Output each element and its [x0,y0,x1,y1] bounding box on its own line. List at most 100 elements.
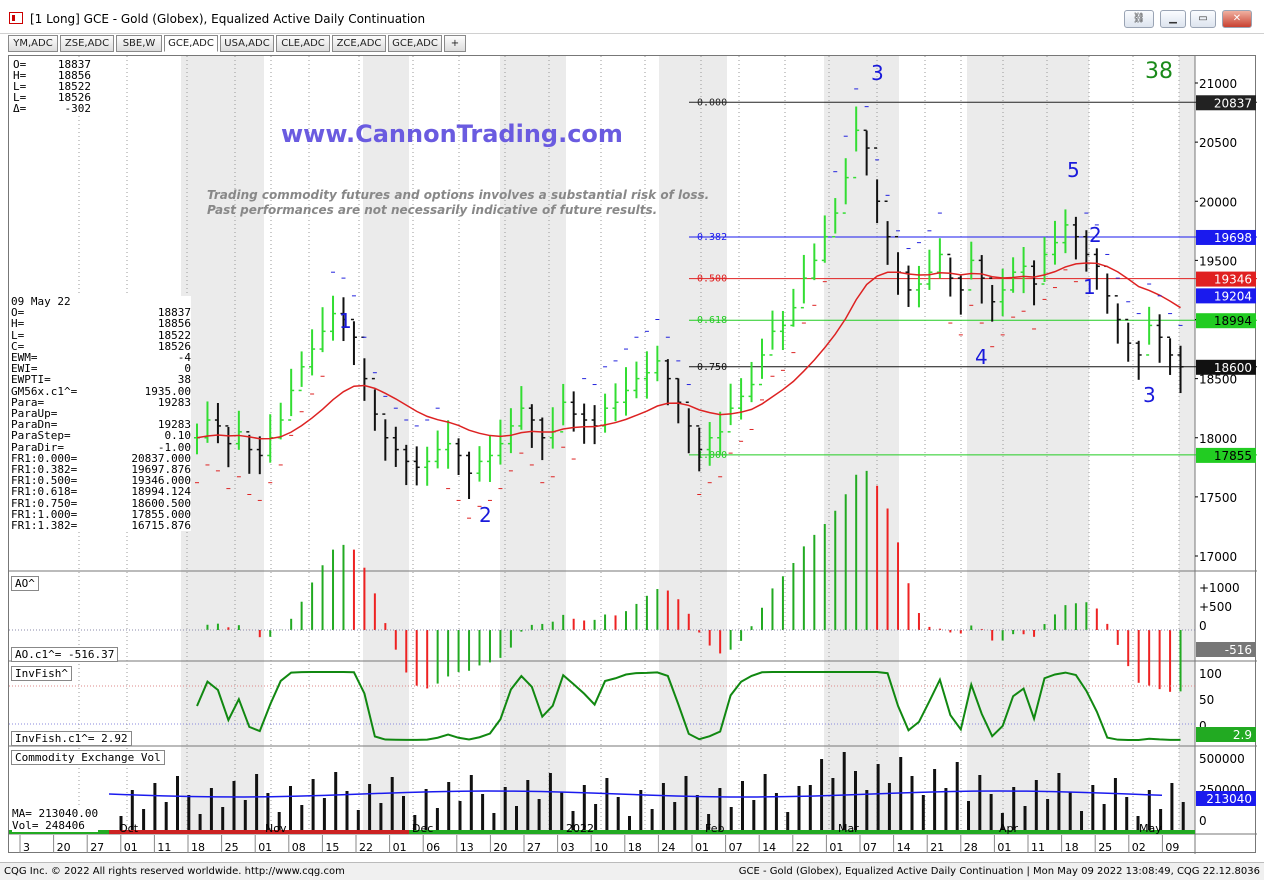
ohlc-row: Δ= -302 [13,102,91,115]
day-label: 03 [561,841,575,854]
price-box-label: 17855 [1214,449,1252,463]
volume-tick-label: 0 [1199,814,1207,828]
month-band [824,56,899,834]
counter-38: 38 [1145,59,1173,84]
date-axis-bar [109,830,409,834]
invfish-line [196,671,1181,741]
price-tick-label: 17500 [1199,491,1237,505]
tab-zse-adc[interactable]: ZSE,ADC [60,35,114,52]
tab-gce-adc[interactable]: GCE,ADC [164,35,218,52]
ao-label: AO^ [11,576,39,591]
volume-value-box [1196,791,1256,806]
ohlc-row: L= 18526 [13,91,91,104]
studies-date: 09 May 22 [11,295,71,308]
fib-label: 0.382 [697,232,727,243]
month-band [967,56,1089,834]
study-row: O= 18837 [11,306,191,320]
day-label: 11 [1031,841,1045,854]
minimize-button[interactable]: ▁ [1160,10,1186,28]
price-box-label: 19204 [1214,289,1252,303]
date-axis-bar [9,830,1195,834]
study-row: FR1:0.750= 18600.500 [11,496,191,510]
app-icon [9,12,23,24]
study-row: FR1:0.500= 19346.000 [11,474,191,488]
ohlc-readout: O= 18837 H= 18856 L= 18522 L= 18526 Δ= -302 [13,59,91,114]
day-label: 24 [661,841,675,854]
tab-cle-adc[interactable]: CLE,ADC [276,35,330,52]
day-label: 10 [594,841,608,854]
disclaimer-line: Trading commodity futures and options in… [207,188,709,202]
chart-area[interactable]: www.CannonTrading.com Trading commodity f… [8,55,1257,854]
link-icon[interactable]: ⛓ [1124,10,1154,28]
day-label: 01 [124,841,138,854]
price-box [1196,271,1256,287]
price-box [1196,229,1256,245]
price-tick-label: 21000 [1199,77,1237,91]
watermark: www.CannonTrading.com [281,120,623,148]
study-row: EWPTI= 38 [11,373,191,387]
day-label: 25 [1098,841,1112,854]
ao-value-label: AO.c1^= -516.37 [11,647,119,662]
month-label: Mar [838,822,859,835]
invfish-tick-label: 0 [1199,719,1207,733]
close-button[interactable]: ✕ [1222,10,1252,28]
study-row: FR1:1.382= 16715.876 [11,519,191,533]
ao-value-box [1196,642,1256,657]
tab-zce-adc[interactable]: ZCE,ADC [332,35,386,52]
price-box [1196,95,1256,111]
volume-tick-label: 500000 [1199,752,1245,766]
study-row: FR1:0.000= 20837.000 [11,451,191,465]
study-row: H= 18856 [11,317,191,331]
day-label: 01 [997,841,1011,854]
tab-[interactable]: + [444,35,466,52]
moving-average-line [196,262,1181,440]
price-tick-label: 20500 [1199,136,1237,150]
ao-tick-label: 0 [1199,619,1207,633]
study-row: ParaDir= -1.00 [11,440,191,454]
price-box [1196,313,1256,329]
price-box [1196,288,1256,304]
day-label: 21 [930,841,944,854]
day-label: 01 [393,841,407,854]
month-label: Apr [999,822,1019,835]
tab-usa-adc[interactable]: USA,ADC [220,35,274,52]
day-label: 09 [1165,841,1179,854]
day-label: 06 [426,841,440,854]
restore-button[interactable]: ▭ [1190,10,1216,28]
day-label: 18 [191,841,205,854]
day-label: 18 [628,841,642,854]
ao-value-box-label: -516 [1225,643,1252,657]
price-tick-label: 17000 [1199,550,1237,564]
tab-sbe-w[interactable]: SBE,W [116,35,162,52]
tab-ym-adc[interactable]: YM,ADC [8,35,58,52]
volume-value-box-label: 213040 [1206,792,1252,806]
day-label: 3 [23,841,30,854]
month-label: May [1139,822,1162,835]
volume-vol-label: Vol= 248406 [12,819,85,832]
price-tick-label: 18500 [1199,373,1237,387]
price-tick-label: 19500 [1199,254,1237,268]
price-box-label: 19346 [1214,273,1252,287]
wave-label: 1 [339,309,352,333]
disclaimer-line: Past performances are not necessarily in… [207,203,657,217]
study-row: ParaStep= 0.10 [11,429,191,443]
study-row: EWI= 0 [11,362,191,376]
day-label: 28 [964,841,978,854]
invfish-value-box [1196,727,1256,742]
price-box-label: 20837 [1214,96,1252,110]
volume-ma-label: MA= 213040.00 [12,807,99,820]
study-row: FR1:0.382= 19697.876 [11,463,191,477]
study-row: FR1:0.618= 18994.124 [11,485,191,499]
study-row: GM56x.c1^= 1935.00 [11,384,191,398]
day-label: 14 [762,841,776,854]
month-label: 2022 [566,822,594,835]
study-row: C= 18526 [11,339,191,353]
ohlc-row: H= 18856 [13,69,91,82]
fib-label: 0.500 [697,274,727,285]
month-band [181,56,264,834]
tab-gce-adc-2[interactable]: GCE,ADC [388,35,442,52]
wave-label: 2 [479,503,492,527]
day-label: 15 [325,841,339,854]
study-row: ParaUp= [11,407,58,421]
chart-canvas[interactable]: www.CannonTrading.com Trading commodity f… [9,56,1257,854]
